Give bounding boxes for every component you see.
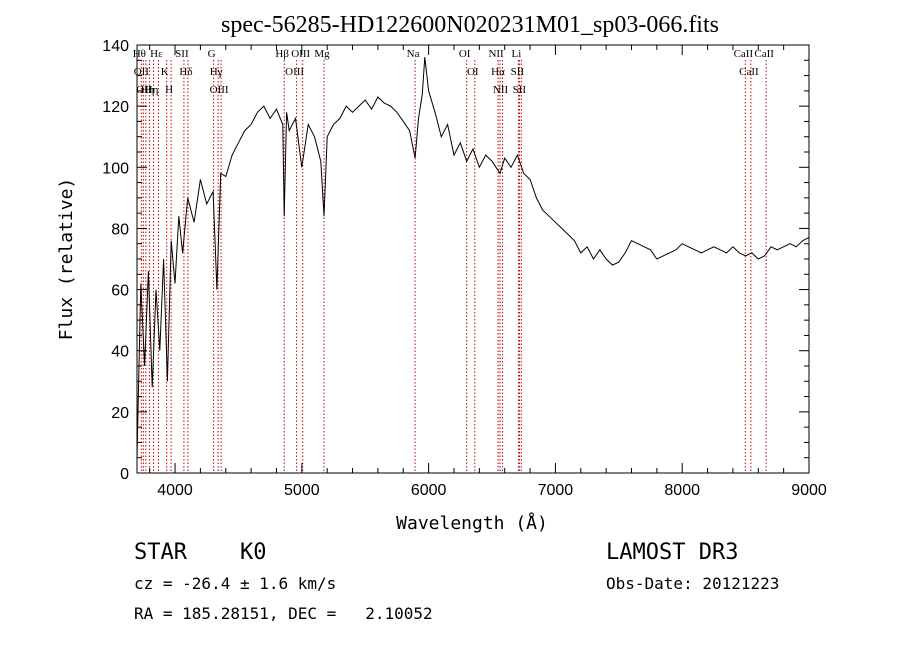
line-label-25: SII — [513, 84, 527, 96]
line-label-26: CaII — [734, 48, 754, 60]
obs-date-label: Obs-Date: 20121223 — [606, 574, 780, 593]
x-tick-label-5: 9000 — [791, 482, 827, 499]
line-label-23: Li — [512, 48, 522, 60]
class-label: STAR — [134, 540, 187, 565]
line-label-8: SII — [175, 48, 189, 60]
line-label-28: CaII — [754, 48, 774, 60]
line-label-16: Mg — [314, 48, 330, 60]
line-markers — [140, 60, 767, 473]
line-label-10: G — [208, 48, 216, 60]
line-label-18: OI — [459, 48, 471, 60]
y-tick-label-2: 40 — [111, 344, 129, 361]
line-label-5: Hε — [150, 48, 163, 60]
line-label-15: OIII — [291, 48, 310, 60]
line-label-14: OIII — [285, 66, 304, 78]
y-axis-label: Flux (relative) — [56, 178, 77, 341]
y-tick-label-3: 60 — [111, 283, 129, 300]
x-tick-label-3: 7000 — [538, 482, 574, 499]
line-label-20: NII — [488, 48, 504, 60]
plot-frame — [136, 44, 810, 474]
line-label-17: Na — [407, 48, 420, 60]
chart-title: spec-56285-HD122600N020231M01_sp03-066.f… — [221, 12, 719, 38]
line-label-27: CaII — [739, 66, 759, 78]
line-label-12: OIII — [210, 84, 229, 96]
y-tick-label-1: 20 — [111, 405, 129, 422]
line-label-22: NII — [493, 84, 509, 96]
x-tick-label-4: 8000 — [664, 482, 700, 499]
line-label-3: Hη — [141, 84, 155, 96]
line-label-19: OI — [467, 66, 479, 78]
x-tick-label-2: 6000 — [411, 482, 447, 499]
line-label-24: SII — [511, 66, 525, 78]
line-label-0: Hθ — [133, 48, 146, 60]
redshift-label: cz = -26.4 ± 1.6 km/s — [134, 574, 337, 593]
x-tick-label-1: 5000 — [284, 482, 320, 499]
y-tick-label-4: 80 — [111, 221, 129, 238]
x-axis-label: Wavelength (Å) — [396, 512, 548, 534]
y-tick-label-0: 0 — [120, 466, 129, 483]
survey-label: LAMOST DR3 — [606, 540, 739, 565]
axes: 4000 5000 6000 7000 8000 9000 0 20 40 60 80 100 120 1… — [102, 38, 827, 499]
y-tick-label-5: 100 — [102, 160, 129, 177]
line-label-4: Hη — [145, 84, 159, 96]
line-label-7: H — [165, 84, 173, 96]
flux-series-line — [136, 57, 810, 458]
x-tick-label-0: 4000 — [157, 482, 193, 499]
line-label-1: OII — [134, 66, 150, 78]
line-label-2: OII — [136, 84, 152, 96]
y-tick-label-7: 140 — [102, 38, 129, 55]
line-label-13: Hβ — [275, 48, 289, 60]
line-label-9: Hδ — [179, 66, 192, 78]
line-label-21: Hα — [491, 66, 505, 78]
subclass-label: K0 — [240, 540, 267, 565]
coordinates-label: RA = 185.28151, DEC = 2.10052 — [134, 604, 433, 623]
y-tick-label-6: 120 — [102, 99, 129, 116]
line-label-11: Hγ — [210, 66, 223, 78]
line-label-6: K — [161, 66, 169, 78]
